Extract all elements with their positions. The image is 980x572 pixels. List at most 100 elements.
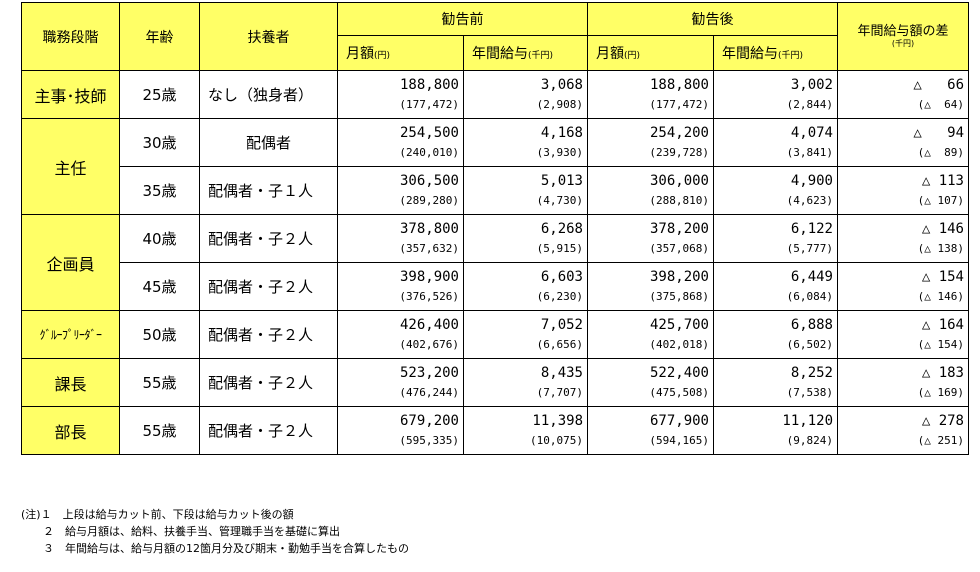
value-after-cut: (5,915) (536, 241, 583, 255)
annual-label: 年間給与 (722, 46, 778, 62)
value: 11,398 (532, 412, 583, 429)
after-monthly-cell: 378,200 (357,068) (587, 214, 714, 263)
value: 4,074 (790, 124, 833, 141)
value: △ 278 (921, 412, 964, 429)
after-annual-cell: 11,120 (9,824) (713, 406, 838, 455)
header-before: 勧告前 (337, 2, 588, 36)
table-row: 35歳 配偶者・子１人 306,500 (289,280) 5,013 (4,730… (22, 166, 969, 215)
value-after-cut: (376,526) (399, 289, 459, 303)
value-after-cut: (5,777) (786, 241, 833, 255)
after-annual-cell: 4,900 (4,623) (713, 166, 838, 215)
value-after-cut: (4,730) (536, 193, 583, 207)
value-after-cut: (357,632) (399, 241, 459, 255)
header-after-annual: 年間給与(千円) (713, 35, 838, 71)
footnote: ３ 年間給与は、給与月額の12箇月分及び期末・勤勉手当を合算したもの (21, 542, 409, 555)
value-after-cut: (2,844) (786, 97, 833, 111)
value-after-cut: (595,335) (399, 433, 459, 447)
value: 677,900 (649, 412, 709, 429)
value-after-cut: (7,707) (536, 385, 583, 399)
value: 378,800 (399, 220, 459, 237)
before-monthly-cell: 188,800 (177,472) (337, 70, 464, 119)
before-monthly-cell: 306,500 (289,280) (337, 166, 464, 215)
age-cell: 55歳 (119, 358, 200, 407)
dependents-cell: 配偶者・子２人 (199, 262, 338, 311)
value: 398,900 (399, 268, 459, 285)
table-row: ｸﾞﾙｰﾌﾟﾘｰﾀﾞｰ 50歳 配偶者・子２人 426,400 (402,676)… (21, 310, 969, 359)
value: △ 94 (913, 124, 964, 141)
value-after-cut: (402,676) (399, 337, 459, 351)
before-monthly-cell: 254,500 (240,010) (337, 118, 464, 167)
value: 306,000 (649, 172, 709, 189)
age-cell: 35歳 (119, 166, 200, 215)
diff-cell: △ 66 (△ 64) (837, 70, 969, 119)
value-after-cut: (3,841) (786, 145, 833, 159)
salary-table: 職務段階 年齢 扶養者 勧告前 勧告後 年間給与額の差 (千円) 月額(円) 年間… (21, 2, 969, 455)
before-annual-cell: 8,435 (7,707) (463, 358, 588, 407)
header-diff-label: 年間給与額の差 (857, 24, 949, 39)
value: 306,500 (399, 172, 459, 189)
table-row: 企画員 40歳 配偶者・子２人 378,800 (357,632) 6,268 (5… (21, 214, 969, 311)
after-monthly-cell: 254,200 (239,728) (587, 118, 714, 167)
value-after-cut: (402,018) (649, 337, 709, 351)
dependents-cell: 配偶者・子２人 (199, 214, 338, 263)
footnote: (注)１ 上段は給与カット前、下段は給与カット後の額 (21, 508, 294, 521)
before-monthly-cell: 679,200 (595,335) (337, 406, 464, 455)
table-row: 課長 55歳 配偶者・子２人 523,200 (476,244) 8,435 (7,… (21, 358, 969, 407)
value: △ 164 (921, 316, 964, 333)
diff-cell: △ 154 (△ 146) (837, 262, 969, 311)
diff-cell: △ 146 (△ 138) (837, 214, 969, 263)
before-monthly-cell: 426,400 (402,676) (337, 310, 464, 359)
before-annual-cell: 5,013 (4,730) (463, 166, 588, 215)
value-after-cut: (240,010) (399, 145, 459, 159)
after-annual-cell: 8,252 (7,538) (713, 358, 838, 407)
value-after-cut: (△ 154) (917, 337, 964, 351)
value: 3,002 (790, 76, 833, 93)
header-before-monthly: 月額(円) (337, 35, 464, 71)
header-rank: 職務段階 (21, 2, 120, 71)
after-annual-cell: 6,122 (5,777) (713, 214, 838, 263)
value-after-cut: (3,930) (536, 145, 583, 159)
value-after-cut: (9,824) (786, 433, 833, 447)
unit-label: (円) (374, 51, 391, 61)
diff-cell: △ 113 (△ 107) (837, 166, 969, 215)
value-after-cut: (△ 138) (917, 241, 964, 255)
value: △ 183 (921, 364, 964, 381)
value: 6,122 (790, 220, 833, 237)
value: 188,800 (649, 76, 709, 93)
dependents-cell: 配偶者・子２人 (199, 406, 338, 455)
value-after-cut: (△ 251) (917, 433, 964, 447)
monthly-label: 月額 (596, 46, 624, 62)
value: 188,800 (399, 76, 459, 93)
value: 378,200 (649, 220, 709, 237)
before-annual-cell: 6,268 (5,915) (463, 214, 588, 263)
table-row: 主任 30歳 配偶者 254,500 (240,010) 4,168 (3,930)… (21, 118, 969, 215)
value-after-cut: (7,538) (786, 385, 833, 399)
value: 522,400 (649, 364, 709, 381)
dependents-cell: なし（独身者） (199, 70, 338, 119)
value-after-cut: (375,868) (649, 289, 709, 303)
rank-cell: 課長 (21, 358, 120, 407)
diff-cell: △ 94 (△ 89) (837, 118, 969, 167)
header-diff: 年間給与額の差 (千円) (837, 2, 969, 71)
dependents-cell: 配偶者・子２人 (199, 310, 338, 359)
value: 7,052 (540, 316, 583, 333)
header-before-annual: 年間給与(千円) (463, 35, 588, 71)
unit-label: (千円) (528, 51, 554, 61)
value: 426,400 (399, 316, 459, 333)
age-cell: 55歳 (119, 406, 200, 455)
value-after-cut: (6,656) (536, 337, 583, 351)
rank-cell: 主事･技師 (21, 70, 120, 119)
value-after-cut: (357,068) (649, 241, 709, 255)
after-monthly-cell: 677,900 (594,165) (587, 406, 714, 455)
value: 254,200 (649, 124, 709, 141)
header-after: 勧告後 (587, 2, 838, 36)
unit-label: (千円) (778, 51, 804, 61)
diff-cell: △ 164 (△ 154) (837, 310, 969, 359)
rank-cell: ｸﾞﾙｰﾌﾟﾘｰﾀﾞｰ (21, 310, 120, 359)
age-cell: 30歳 (119, 118, 200, 167)
after-annual-cell: 3,002 (2,844) (713, 70, 838, 119)
before-annual-cell: 4,168 (3,930) (463, 118, 588, 167)
value-after-cut: (6,502) (786, 337, 833, 351)
value-after-cut: (△ 107) (917, 193, 964, 207)
value: 425,700 (649, 316, 709, 333)
